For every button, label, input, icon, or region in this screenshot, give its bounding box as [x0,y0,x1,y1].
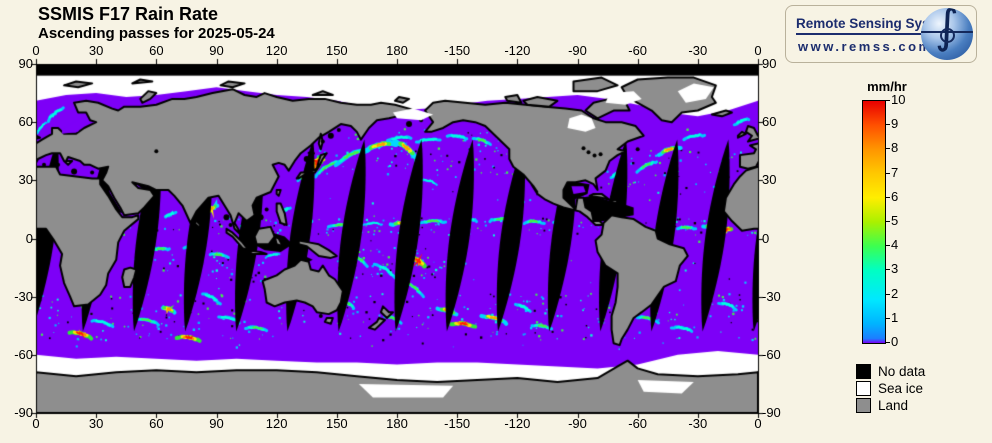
lon-tick-label: 90 [209,43,224,58]
legend-swatch [856,381,871,396]
lon-tick-label: -30 [688,416,708,431]
lon-tick-label: 0 [32,43,40,58]
lon-tick-label: -30 [688,43,708,58]
colorbar-tick-mark [885,221,890,222]
page-title: SSMIS F17 Rain Rate [38,4,219,24]
map-legend: No data Sea ice Land [856,363,925,414]
lon-tick-label: -150 [444,43,471,58]
colorbar-tick-label: 8 [891,140,899,156]
lon-tick-label: 0 [32,416,40,431]
colorbar-tick-mark [885,124,890,126]
logo-url: www.remss.com [798,39,933,54]
lon-tick-label: 30 [88,43,104,58]
remss-logo[interactable]: Remote Sensing Systems www.remss.com ∫ [785,5,977,63]
legend-swatch [856,398,871,413]
colorbar-tick-label: 5 [891,213,899,228]
lat-tick-label: 0 [762,230,770,246]
legend-label: Land [878,398,909,413]
legend-item: No data [856,363,925,380]
lat-tick-label: -60 [762,346,781,362]
colorbar-tick-mark [885,100,890,101]
legend-item: Land [856,397,925,414]
lon-tick-label: 0 [754,43,762,58]
lat-tick-label: -30 [14,288,33,304]
lon-tick-label: -120 [504,416,531,431]
colorbar-tick-mark [885,317,890,319]
colorbar-tick-mark [885,196,890,198]
lon-tick-label: 180 [386,416,408,431]
colorbar-tick-label: 2 [891,285,899,301]
colorbar-tick-label: 7 [891,164,899,180]
lat-tick-label: 90 [18,56,33,71]
colorbar-tick-mark [885,245,890,247]
lon-tick-label: 150 [325,43,348,58]
colorbar-tick-mark [885,269,890,271]
lat-tick-label: 0 [25,230,33,246]
legend-label: No data [878,364,926,379]
lon-tick-label: 180 [386,43,408,58]
lat-tick-label: -90 [14,405,33,420]
colorbar-unit-label: mm/hr [867,79,907,94]
lat-tick-label: 30 [18,172,33,188]
legend-swatch [856,364,871,379]
lon-tick-label: 90 [209,416,224,431]
lon-tick-label: -150 [444,416,471,431]
lon-tick-label: 120 [265,416,288,431]
logo-company-name: Remote Sensing Systems [796,16,962,35]
lon-tick-label: -60 [628,43,648,58]
lat-tick-label: -30 [762,288,781,304]
lon-tick-label: -90 [568,43,587,58]
lon-tick-label: -120 [504,43,531,58]
colorbar-tick-label: 3 [891,261,899,277]
lat-tick-label: 60 [18,114,33,130]
colorbar-tick-label: 10 [891,92,906,107]
colorbar-tick-mark [885,172,890,174]
lon-tick-label: -90 [568,416,587,431]
lat-tick-label: -60 [14,346,33,362]
lon-tick-label: 0 [754,416,762,431]
colorbar-tick-label: 1 [891,309,899,325]
colorbar-tick-mark [885,342,890,343]
lat-tick-label: 30 [762,172,777,188]
lon-tick-label: 60 [149,43,164,58]
legend-label: Sea ice [878,381,924,396]
lon-tick-label: 30 [88,416,104,431]
lat-tick-label: 90 [762,56,777,71]
lat-tick-label: -90 [762,405,781,420]
colorbar-tick-mark [885,293,890,295]
colorbar-tick-label: 6 [891,188,899,204]
lat-tick-label: 60 [762,114,777,130]
colorbar-tick-label: 0 [891,334,899,349]
legend-item: Sea ice [856,380,925,397]
lon-tick-label: 120 [265,43,288,58]
colorbar-gradient [862,100,886,344]
colorbar-tick-label: 9 [891,116,899,132]
lon-tick-label: 150 [325,416,348,431]
lon-tick-label: 60 [149,416,164,431]
colorbar-tick-label: 4 [891,237,899,253]
colorbar-tick-mark [885,148,890,150]
earth-globe-icon: ∫ [921,8,973,60]
lon-tick-label: -60 [628,416,648,431]
page-subtitle: Ascending passes for 2025-05-24 [38,25,275,42]
